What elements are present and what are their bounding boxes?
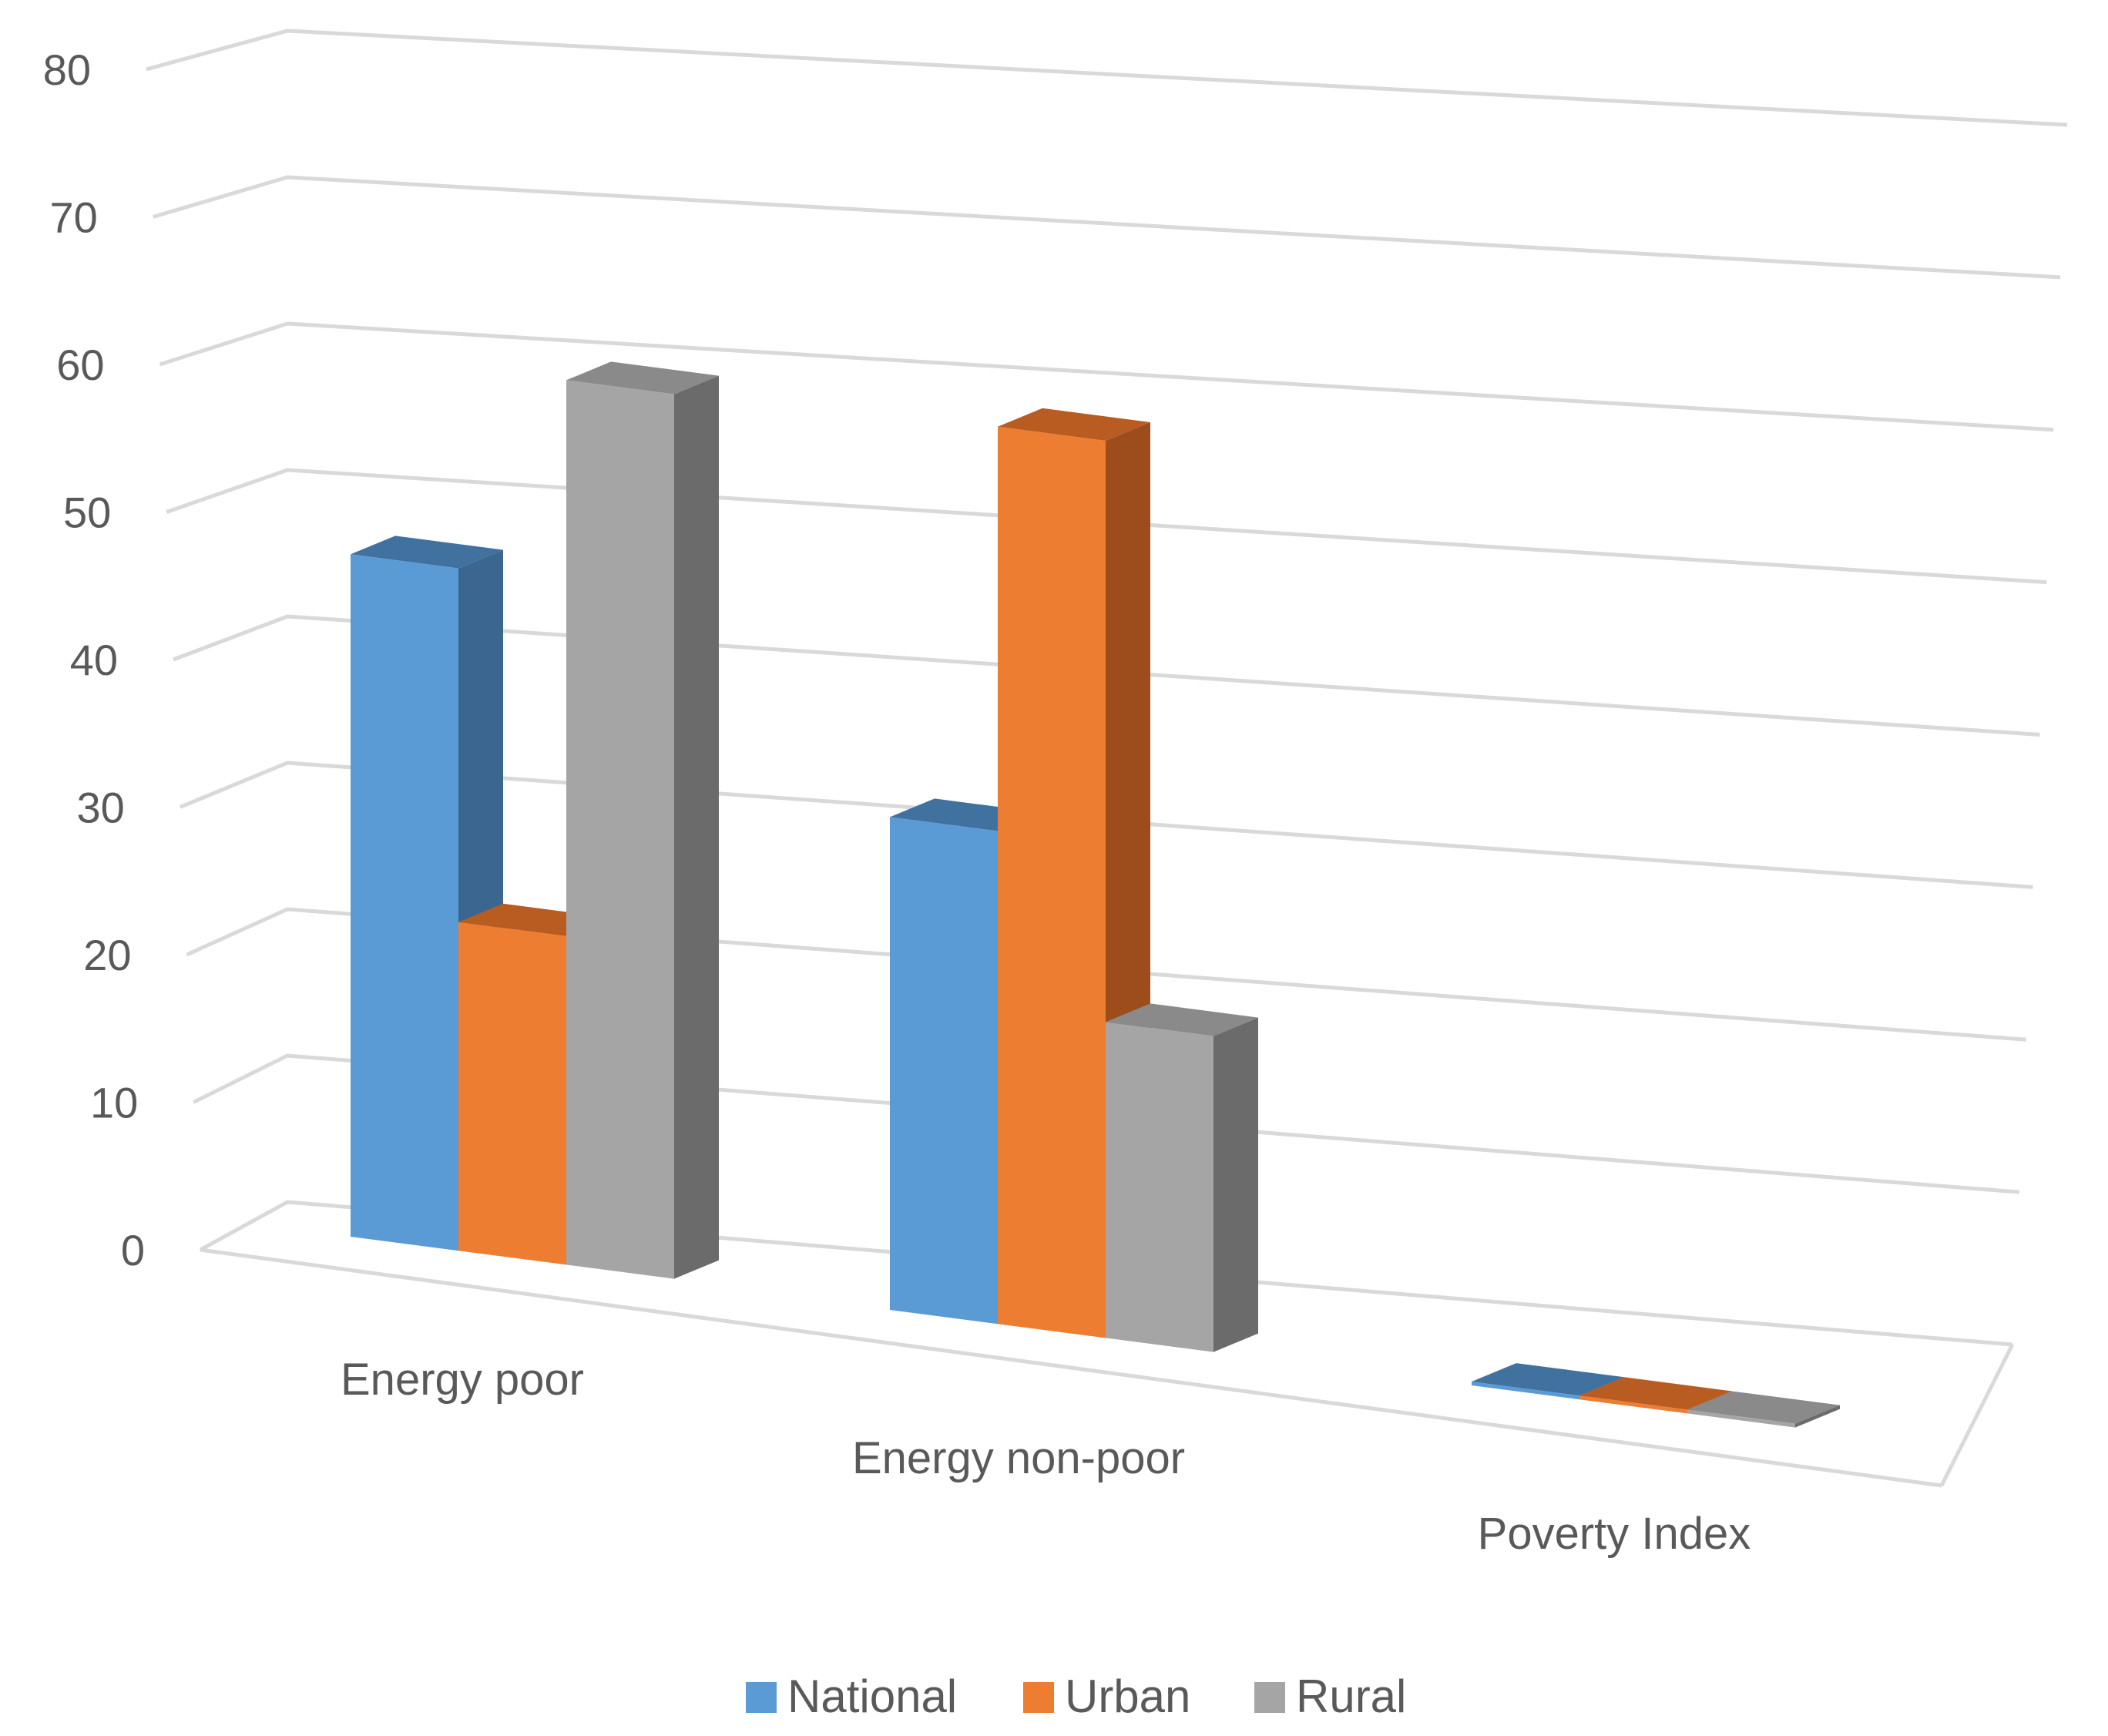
bar-top-energy-poor-rural bbox=[566, 361, 719, 395]
bar-group-energy-poor bbox=[351, 361, 719, 1279]
bars bbox=[351, 361, 1840, 1428]
legend-item-urban: Urban bbox=[1023, 1671, 1190, 1722]
category-labels: Energy poor Energy non-poor Poverty Index bbox=[341, 1355, 1751, 1559]
gridline-20 bbox=[186, 907, 2026, 1042]
bar-energy-poor-rural bbox=[566, 361, 719, 1279]
gridline-60 bbox=[159, 321, 2054, 432]
bar-top-poverty-index-urban bbox=[1579, 1377, 1732, 1410]
bar-top-energy-non-poor-rural bbox=[1106, 1003, 1258, 1036]
bar-front-poverty-index-urban bbox=[1579, 1395, 1687, 1414]
bar-group-poverty-index bbox=[1472, 1363, 1840, 1428]
gridline-50 bbox=[166, 468, 2047, 585]
bar-front-energy-poor-national bbox=[351, 554, 458, 1251]
legend: National Urban Rural bbox=[746, 1671, 1406, 1722]
legend-label-national: National bbox=[787, 1671, 957, 1722]
y-tick-label-70: 70 bbox=[49, 193, 97, 242]
bar-top-energy-poor-national bbox=[351, 536, 503, 569]
category-label-poverty-index: Poverty Index bbox=[1478, 1509, 1751, 1559]
y-tick-label-50: 50 bbox=[63, 489, 111, 537]
bar-front-poverty-index-rural bbox=[1687, 1409, 1795, 1428]
bar-top-energy-non-poor-urban bbox=[998, 408, 1150, 441]
bar-side-poverty-index-rural bbox=[1795, 1405, 1840, 1428]
legend-swatch-national bbox=[746, 1682, 777, 1713]
bar-front-energy-poor-rural bbox=[566, 380, 674, 1279]
legend-swatch-rural bbox=[1254, 1682, 1285, 1713]
floor-front-edge bbox=[200, 1247, 1942, 1488]
bar-front-energy-non-poor-rural bbox=[1106, 1022, 1213, 1352]
bar-front-energy-non-poor-national bbox=[890, 817, 998, 1325]
y-tick-label-20: 20 bbox=[83, 931, 131, 979]
gridline-80 bbox=[146, 29, 2068, 127]
floor-right-edge bbox=[1939, 1343, 2015, 1487]
legend-label-urban: Urban bbox=[1065, 1671, 1190, 1722]
gridlines bbox=[146, 29, 2068, 1488]
legend-item-rural: Rural bbox=[1254, 1671, 1406, 1722]
y-tick-label-60: 60 bbox=[56, 341, 104, 389]
category-label-energy-poor: Energy poor bbox=[341, 1355, 584, 1405]
bar-top-poverty-index-national bbox=[1472, 1363, 1624, 1396]
y-tick-label-0: 0 bbox=[121, 1226, 145, 1274]
bar-top-poverty-index-rural bbox=[1687, 1391, 1840, 1424]
bar-side-energy-non-poor-rural bbox=[1213, 1017, 1258, 1352]
bar-group-energy-non-poor bbox=[890, 408, 1258, 1352]
legend-swatch-urban bbox=[1023, 1682, 1054, 1713]
y-tick-label-40: 40 bbox=[70, 636, 118, 684]
y-tick-label-30: 30 bbox=[76, 784, 124, 832]
y-tick-label-80: 80 bbox=[43, 45, 91, 94]
legend-item-national: National bbox=[746, 1671, 957, 1722]
bar-front-energy-poor-urban bbox=[458, 922, 566, 1265]
bar-side-energy-poor-rural bbox=[674, 375, 719, 1279]
bar-poverty-index-rural bbox=[1687, 1391, 1840, 1428]
gridline-40 bbox=[173, 614, 2040, 737]
gridline-0 bbox=[199, 1200, 2013, 1347]
gridline-30 bbox=[179, 761, 2033, 889]
gridline-10 bbox=[193, 1053, 2020, 1194]
y-tick-label-10: 10 bbox=[90, 1079, 138, 1127]
gridline-70 bbox=[153, 175, 2061, 280]
bar-front-poverty-index-national bbox=[1472, 1382, 1579, 1400]
legend-label-rural: Rural bbox=[1296, 1671, 1406, 1722]
y-axis-tick-labels: 0 10 20 30 40 50 60 70 80 bbox=[43, 45, 145, 1274]
bar-energy-non-poor-rural bbox=[1106, 1003, 1258, 1352]
category-label-energy-non-poor: Energy non-poor bbox=[852, 1433, 1185, 1483]
bar-front-energy-non-poor-urban bbox=[998, 426, 1106, 1338]
